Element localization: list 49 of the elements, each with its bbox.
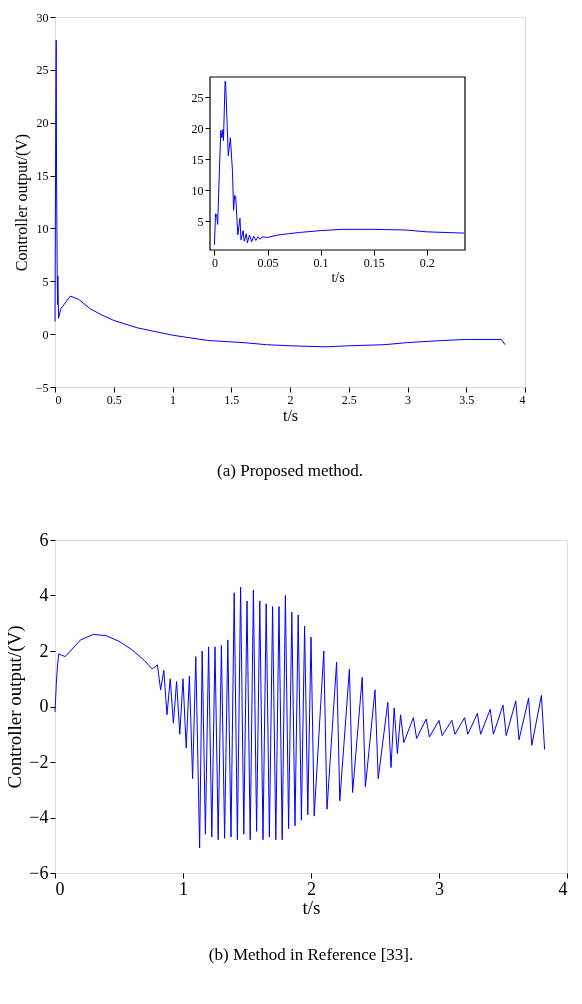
y-tick-label: 5 [197,214,204,229]
y-tick-label: −6 [29,862,49,883]
line-series [54,39,506,348]
x-tick-label: 0.1 [313,255,329,270]
x-tick-label: 1.5 [224,392,240,407]
x-tick-label: 0.15 [363,255,385,270]
y-tick-label: −2 [29,751,49,772]
x-tick-label: 0.5 [106,392,122,407]
x-tick-label: 3.5 [459,392,475,407]
y-tick-label: 6 [39,529,49,550]
y-tick-label: 15 [36,169,49,184]
x-tick-label: 4 [558,878,568,899]
x-tick-label: 3 [435,878,444,899]
y-tick-label: 30 [36,10,49,25]
y-tick-label: 20 [36,116,49,131]
x-tick-label: 2 [307,878,316,899]
y-tick-label: −5 [35,380,49,395]
x-tick-label: 0.2 [419,255,435,270]
line-series [213,80,465,246]
x-axis-title: t/s [302,896,321,918]
y-tick-label: 4 [39,585,49,605]
x-tick-label: 0 [55,392,62,407]
x-tick-label: 0.05 [257,255,279,270]
y-tick-label: 0 [39,696,49,716]
y-axis-title: Controller output/(V) [4,625,27,789]
y-tick-label: 25 [191,90,204,105]
y-axis-title: Controller output/(V) [12,133,31,272]
x-axis-title: t/s [282,406,299,424]
x-tick-label: 2.5 [341,392,357,407]
x-tick-label: 2 [287,392,294,407]
y-tick-label: 20 [191,121,204,136]
text: (a) Proposed method. [217,461,363,480]
x-tick-label: 3 [405,392,411,407]
x-axis-title: t/s [331,269,345,285]
x-tick-label: 0 [55,878,65,899]
x-tick-label: 1 [170,392,176,407]
x-tick-label: 1 [179,878,188,899]
y-tick-label: 25 [36,63,49,78]
x-tick-label: 0 [211,255,218,270]
y-tick-label: 5 [42,274,49,289]
y-tick-label: 10 [36,221,49,236]
y-tick-label: 15 [191,152,204,167]
text: (b) Method in Reference [33]. [208,945,414,964]
y-tick-label: 2 [39,640,49,661]
y-tick-label: 0 [42,327,49,342]
y-tick-label: 10 [191,183,204,198]
line-series [54,586,546,849]
x-tick-label: 4 [519,392,526,407]
y-tick-label: −4 [29,807,49,827]
